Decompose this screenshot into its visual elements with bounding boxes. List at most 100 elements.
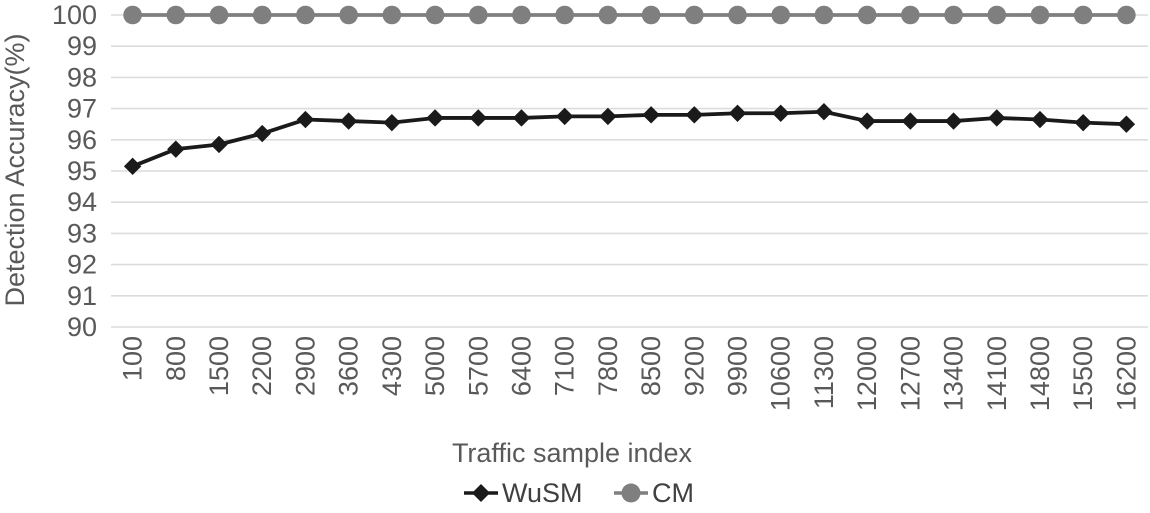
y-tick-label: 91 [67, 281, 97, 311]
data-point-circle [468, 5, 488, 25]
series-layer [123, 5, 1136, 176]
data-point-diamond [642, 106, 660, 124]
x-tick-label: 9900 [723, 336, 753, 396]
data-point-diamond [339, 112, 358, 130]
data-point-circle [1073, 5, 1093, 25]
x-tick-label: 14100 [982, 336, 1012, 411]
x-tick-label: 4300 [377, 336, 407, 396]
y-tick-label: 94 [67, 187, 97, 217]
data-point-circle [685, 5, 704, 25]
data-point-diamond [901, 112, 920, 130]
x-tick-label: 13400 [939, 336, 969, 411]
x-tick-label: 14800 [1025, 336, 1055, 411]
x-tick-label: 2200 [247, 336, 277, 396]
data-point-circle [339, 5, 358, 25]
x-axis-title: Traffic sample index [452, 438, 693, 468]
x-tick-label: 7800 [593, 336, 623, 396]
data-point-circle [425, 5, 445, 25]
data-point-circle [1117, 5, 1136, 25]
x-tick-label: 9200 [679, 336, 709, 396]
data-point-diamond [599, 107, 617, 126]
data-point-circle [814, 5, 834, 25]
data-point-diamond [858, 112, 876, 130]
y-tick-label: 90 [67, 312, 97, 342]
x-tick-label: 6400 [506, 336, 536, 396]
legend-label-cm: CM [652, 478, 694, 508]
data-point-diamond [815, 103, 833, 121]
x-tick-label: 10600 [766, 336, 796, 411]
data-point-circle [598, 5, 618, 25]
data-point-diamond [253, 124, 271, 143]
data-point-circle [382, 5, 402, 25]
legend-item-cm: CM [614, 478, 694, 508]
circle-marker-icon [621, 483, 641, 503]
data-point-diamond [167, 140, 185, 158]
x-tick-label: 5700 [463, 336, 493, 396]
y-tick-label: 92 [67, 250, 97, 280]
gridlines [111, 14, 1148, 328]
data-point-diamond [469, 109, 487, 127]
data-point-circle [166, 5, 186, 25]
data-point-diamond [988, 109, 1006, 127]
series-wusm [123, 103, 1136, 176]
x-tick-label: 7100 [550, 336, 580, 396]
data-point-circle [987, 5, 1007, 25]
diamond-marker-icon [472, 484, 490, 502]
data-point-circle [252, 5, 272, 25]
data-point-diamond [1031, 110, 1049, 129]
x-tick-label: 8500 [636, 336, 666, 396]
data-point-diamond [1074, 113, 1092, 132]
data-point-diamond [555, 107, 574, 126]
data-point-diamond [728, 104, 747, 122]
data-point-diamond [772, 104, 790, 122]
y-tick-label: 93 [67, 218, 97, 248]
x-tick-label: 15500 [1068, 336, 1098, 411]
y-tick-label: 95 [67, 156, 97, 186]
x-tick-label: 11300 [809, 336, 839, 409]
data-point-circle [1030, 5, 1050, 25]
data-point-circle [901, 5, 920, 25]
data-point-diamond [383, 113, 401, 132]
x-tick-label: 100 [118, 336, 148, 381]
x-tick-label: 1500 [204, 336, 234, 396]
y-tick-label: 98 [67, 62, 97, 92]
data-point-diamond [426, 109, 444, 127]
y-tick-label: 100 [52, 0, 97, 30]
data-point-diamond [210, 135, 228, 154]
data-point-circle [728, 5, 747, 25]
data-point-circle [771, 5, 791, 25]
x-tick-label: 3600 [334, 336, 364, 396]
series-cm [123, 5, 1136, 25]
data-point-circle [512, 5, 531, 25]
data-point-circle [123, 5, 142, 25]
x-tick-label: 12700 [895, 336, 925, 411]
data-point-circle [209, 5, 229, 25]
y-tick-label: 97 [67, 94, 97, 124]
x-tick-label: 2900 [290, 336, 320, 396]
data-point-diamond [685, 106, 704, 124]
data-point-diamond [512, 109, 531, 127]
y-axis-title: Detection Accuracy(%) [0, 33, 30, 306]
data-point-diamond [296, 110, 315, 129]
x-axis-tick-labels: 100 800 1500 2200 2900 3600 4300 5000 5700 6400 71… [118, 336, 1142, 411]
x-tick-label: 16200 [1111, 336, 1141, 411]
data-point-circle [555, 5, 574, 25]
data-point-diamond [944, 112, 963, 130]
x-tick-label: 12000 [852, 336, 882, 411]
legend: WuSM CM [464, 478, 694, 508]
data-point-diamond [123, 157, 142, 176]
data-point-circle [857, 5, 877, 25]
data-point-circle [641, 5, 661, 25]
y-tick-label: 96 [67, 125, 97, 155]
data-point-diamond [1117, 115, 1136, 133]
data-point-circle [296, 5, 315, 25]
y-tick-label: 99 [67, 31, 97, 61]
x-tick-label: 5000 [420, 336, 450, 396]
legend-item-wusm: WuSM [464, 478, 583, 508]
legend-label-wusm: WuSM [502, 478, 583, 508]
x-tick-label: 800 [161, 336, 191, 381]
data-point-circle [944, 5, 963, 25]
